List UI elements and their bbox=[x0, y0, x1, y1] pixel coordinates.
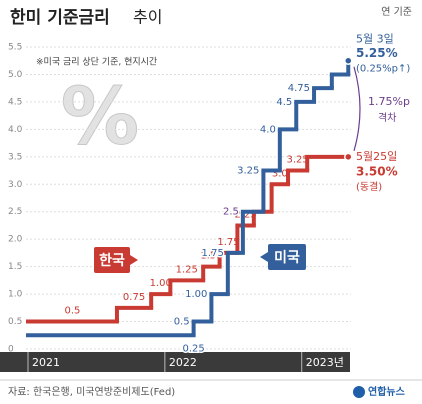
x-tick-label: 2023년 bbox=[306, 356, 344, 369]
y-tick-label: 5.5 bbox=[8, 43, 22, 53]
legend-label: 한국 bbox=[99, 253, 125, 269]
x-axis-band bbox=[0, 352, 350, 372]
legend-pointer bbox=[260, 252, 268, 262]
value-label: 4.75 bbox=[288, 83, 310, 94]
legend-pointer bbox=[130, 255, 138, 265]
gap-annotation: 격차 bbox=[378, 111, 396, 124]
y-tick-label: 0 bbox=[8, 345, 14, 355]
gap-annotation: 1.75%p bbox=[368, 95, 410, 108]
y-tick-label: 2.5 bbox=[8, 207, 22, 217]
value-label: 4.5 bbox=[276, 97, 292, 108]
value-label: 0.75 bbox=[123, 292, 145, 303]
unit-note: 연 기준 bbox=[381, 6, 412, 18]
value-label: 1.00 bbox=[185, 289, 207, 300]
legend-box bbox=[94, 247, 130, 273]
value-label: 0.25 bbox=[182, 343, 204, 354]
end-point bbox=[344, 56, 353, 65]
value-label: 3.25 bbox=[237, 166, 259, 177]
y-tick-label: 4.5 bbox=[8, 97, 22, 107]
y-tick-label: 4.0 bbox=[8, 125, 23, 135]
y-tick-label: 1.0 bbox=[8, 290, 23, 300]
end-value-label: 5.25% bbox=[356, 46, 398, 60]
value-label: 2.25 bbox=[234, 209, 256, 220]
x-tick-label: 2021 bbox=[32, 356, 60, 369]
value-label: 3.0 bbox=[272, 168, 288, 179]
value-label: 1.75 bbox=[217, 237, 239, 248]
decoration: % bbox=[61, 72, 139, 162]
note: ※미국 금리 상단 기준, 현지시간 bbox=[36, 57, 157, 68]
y-tick-label: 3.0 bbox=[8, 180, 23, 190]
y-tick-label: 1.5 bbox=[8, 262, 22, 272]
gap-bracket bbox=[353, 66, 361, 151]
end-annotation: 5월 3일 bbox=[356, 32, 394, 46]
value-label: 1.00 bbox=[150, 278, 172, 289]
y-tick-label: 0.5 bbox=[8, 317, 22, 327]
logo-mark bbox=[353, 386, 365, 398]
value-label: 2.5 bbox=[223, 207, 239, 218]
plot: 0 0.5 1.0 1.5 2.0 2.5 3.0 3.5 4.0 4.5 5.0 5.5 2021 20… bbox=[8, 32, 410, 372]
x-tick-label: 2022 bbox=[169, 356, 197, 369]
end-annotation: (동결) bbox=[356, 181, 382, 193]
end-annotation: 5월25일 bbox=[356, 149, 397, 163]
legend-box bbox=[268, 244, 306, 270]
chart-title-suffix: 추이 bbox=[133, 8, 162, 27]
end-value-label: 3.50% bbox=[356, 164, 398, 178]
legend-label: 미국 bbox=[274, 250, 300, 266]
logo: 연합뉴스 bbox=[368, 385, 405, 398]
source: 자료: 한국은행, 미국연방준비제도(Fed) bbox=[8, 386, 175, 398]
value-label: 0.5 bbox=[174, 317, 190, 328]
chart-title: 한미 기준금리 bbox=[10, 8, 110, 28]
value-label: 3.25 bbox=[286, 155, 308, 166]
value-label: 4.0 bbox=[260, 124, 276, 135]
y-tick-label: 2.0 bbox=[8, 235, 23, 245]
value-label: 1.75 bbox=[202, 248, 224, 259]
value-label: 1.25 bbox=[176, 264, 198, 275]
end-annotation: (0.25%p↑) bbox=[356, 64, 410, 75]
value-label: 1.50 bbox=[200, 251, 222, 262]
end-point bbox=[344, 152, 353, 162]
y-tick-label: 3.5 bbox=[8, 152, 22, 162]
y-tick-label: 5.0 bbox=[8, 70, 23, 80]
value-label: 0.5 bbox=[65, 306, 81, 317]
